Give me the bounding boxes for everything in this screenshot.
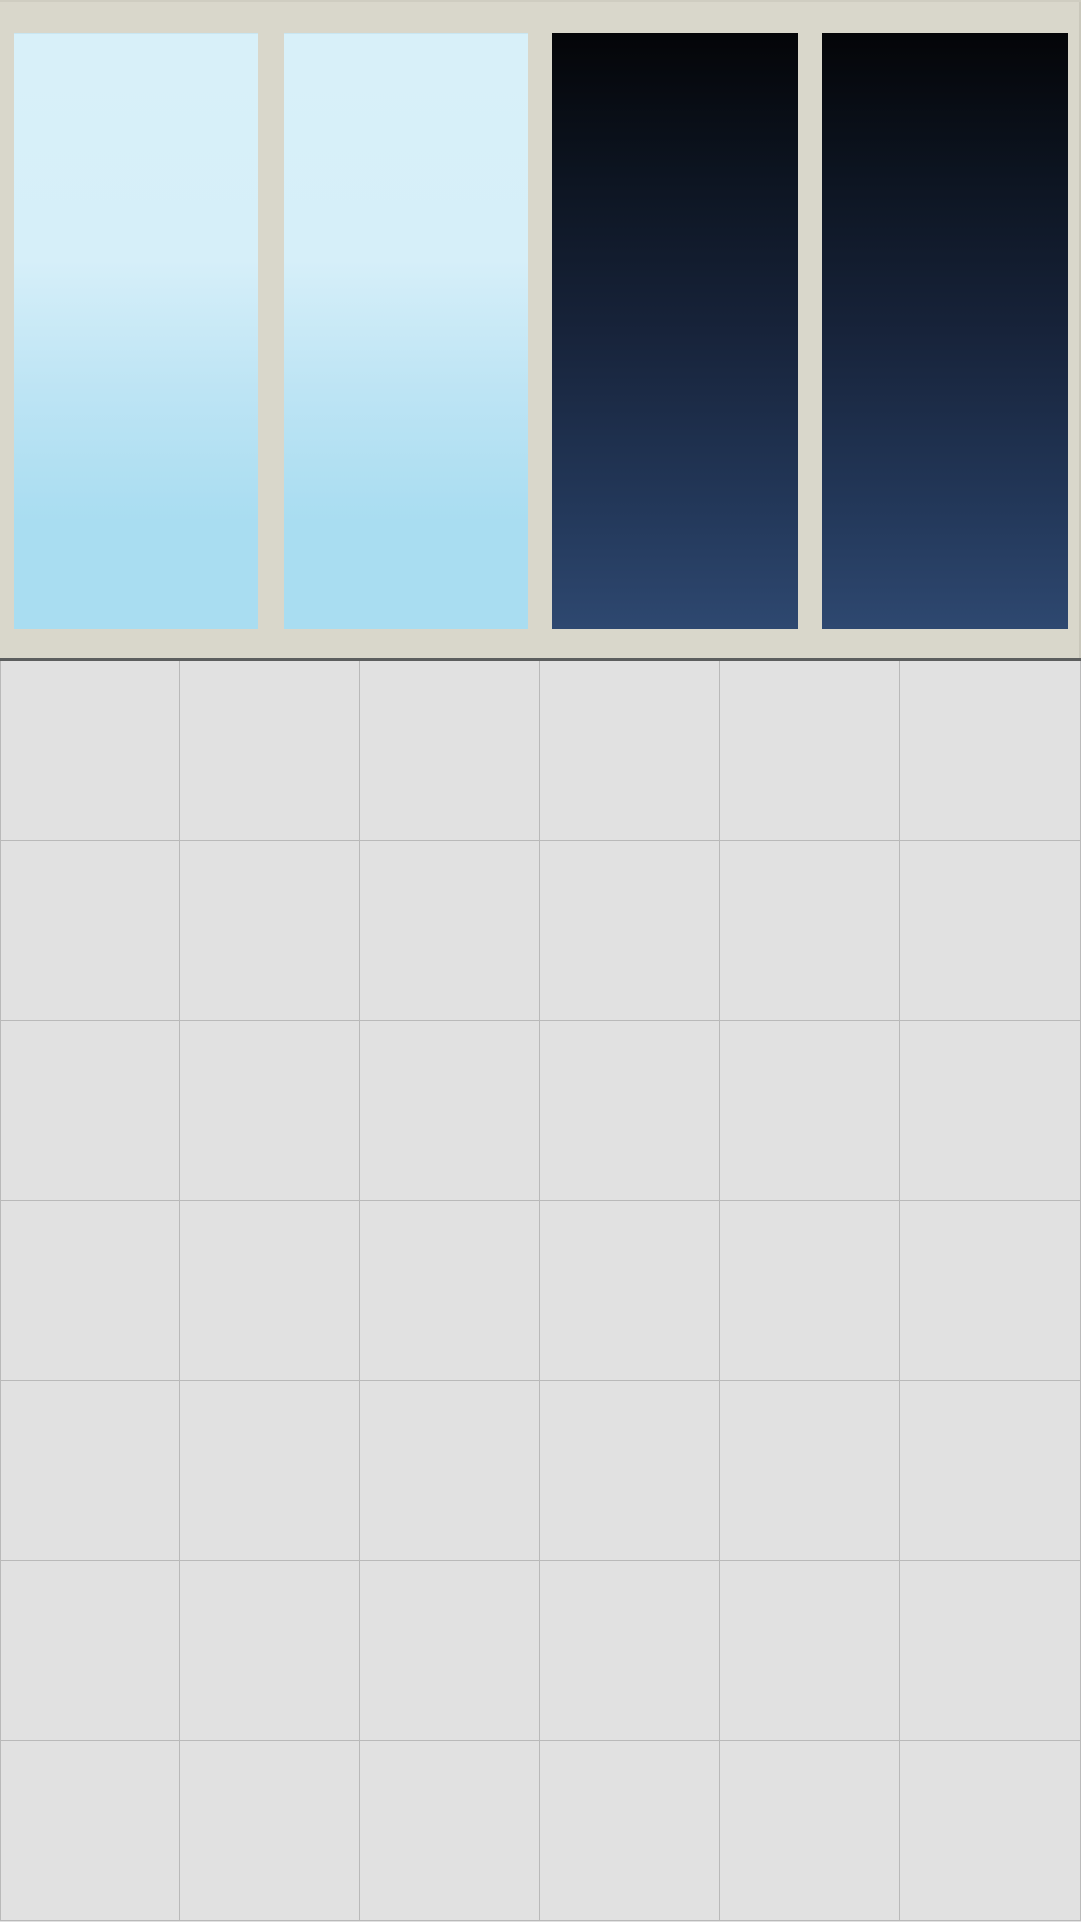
floor-tile[interactable] (720, 1201, 900, 1381)
window-top-trim (0, 0, 1081, 2)
floor-tile[interactable] (360, 1561, 540, 1741)
floor-tile[interactable] (360, 1021, 540, 1201)
floor-tile[interactable] (900, 841, 1081, 1021)
floor-tile[interactable] (720, 1741, 900, 1921)
floor-tile[interactable] (540, 1201, 720, 1381)
window-wall (0, 0, 1081, 658)
floor-tile[interactable] (0, 661, 180, 841)
floor-tile[interactable] (180, 1381, 360, 1561)
floor-tile[interactable] (900, 1741, 1081, 1921)
floor-tile[interactable] (360, 1201, 540, 1381)
floor-tile[interactable] (180, 1021, 360, 1201)
floor-tile[interactable] (540, 661, 720, 841)
floor-tile[interactable] (180, 661, 360, 841)
floor-tile[interactable] (900, 1201, 1081, 1381)
window-pane-3-night[interactable] (552, 33, 798, 629)
floor-tile[interactable] (0, 841, 180, 1021)
floor-tile[interactable] (180, 1201, 360, 1381)
floor-tile[interactable] (720, 1381, 900, 1561)
floor-tile[interactable] (0, 1561, 180, 1741)
floor-tile[interactable] (540, 1021, 720, 1201)
window-pane-2-day[interactable] (284, 33, 528, 629)
floor-tile[interactable] (720, 1561, 900, 1741)
floor-tile[interactable] (540, 1561, 720, 1741)
floor-tile[interactable] (720, 661, 900, 841)
floor-tile[interactable] (360, 841, 540, 1021)
floor-tile[interactable] (0, 1201, 180, 1381)
floor-tile[interactable] (360, 661, 540, 841)
window-pane-1-day[interactable] (14, 33, 258, 629)
floor-tile[interactable] (180, 841, 360, 1021)
floor-tile[interactable] (900, 1561, 1081, 1741)
floor-tile[interactable] (0, 1021, 180, 1201)
floor-tile[interactable] (180, 1561, 360, 1741)
window-pane-4-night[interactable] (822, 33, 1068, 629)
floor-tile[interactable] (720, 841, 900, 1021)
floor-tile[interactable] (540, 841, 720, 1021)
floor-tile[interactable] (360, 1381, 540, 1561)
floor-tile[interactable] (900, 661, 1081, 841)
floor-tile[interactable] (360, 1741, 540, 1921)
wall-floor-divider (0, 658, 1081, 661)
floor-tile[interactable] (720, 1021, 900, 1201)
floor-tile[interactable] (540, 1381, 720, 1561)
floor-tile[interactable] (900, 1021, 1081, 1201)
floor-tile[interactable] (900, 1381, 1081, 1561)
tile-floor (0, 661, 1081, 1922)
floor-tile[interactable] (540, 1741, 720, 1921)
floor-tile[interactable] (0, 1381, 180, 1561)
floor-tile[interactable] (180, 1741, 360, 1921)
floor-tile[interactable] (0, 1741, 180, 1921)
